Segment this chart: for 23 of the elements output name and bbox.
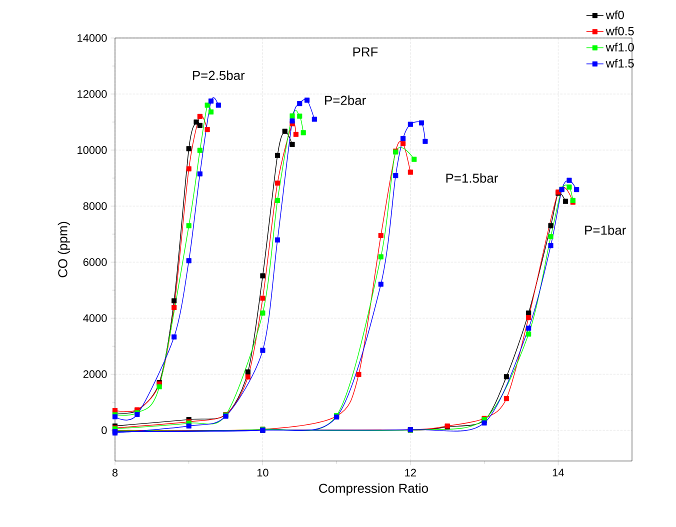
y-tick-label: 10000 — [78, 146, 107, 154]
y-tick-label: 12000 — [78, 90, 107, 98]
legend-label: wf0.5 — [606, 26, 634, 36]
y-tick-label: 0 — [102, 426, 107, 434]
x-tick-label: 12 — [405, 468, 416, 476]
legend-label: wf1.0 — [606, 42, 634, 52]
annotation: P=1bar — [585, 225, 626, 235]
text: PRF — [353, 47, 378, 56]
annotation: P=2bar — [325, 95, 366, 105]
annotation: P=2.5bar — [193, 70, 245, 80]
x-tick-label: 8 — [112, 468, 118, 477]
y-axis-title: CO (ppm) — [58, 222, 70, 278]
legend-label: wf0 — [606, 10, 624, 20]
y-tick-label: 14000 — [78, 34, 107, 42]
legend-label: wf1.5 — [606, 58, 634, 68]
y-tick-label: 2000 — [83, 370, 107, 378]
x-tick-label: 14 — [552, 468, 564, 476]
y-tick-label: 8000 — [83, 202, 107, 210]
y-tick-label: 4000 — [83, 314, 107, 322]
x-axis-title: Compression Ratio — [319, 483, 428, 496]
x-tick-label: 10 — [257, 468, 268, 477]
annotation: P=1.5bar — [446, 173, 498, 183]
y-tick-label: 6000 — [83, 258, 107, 266]
